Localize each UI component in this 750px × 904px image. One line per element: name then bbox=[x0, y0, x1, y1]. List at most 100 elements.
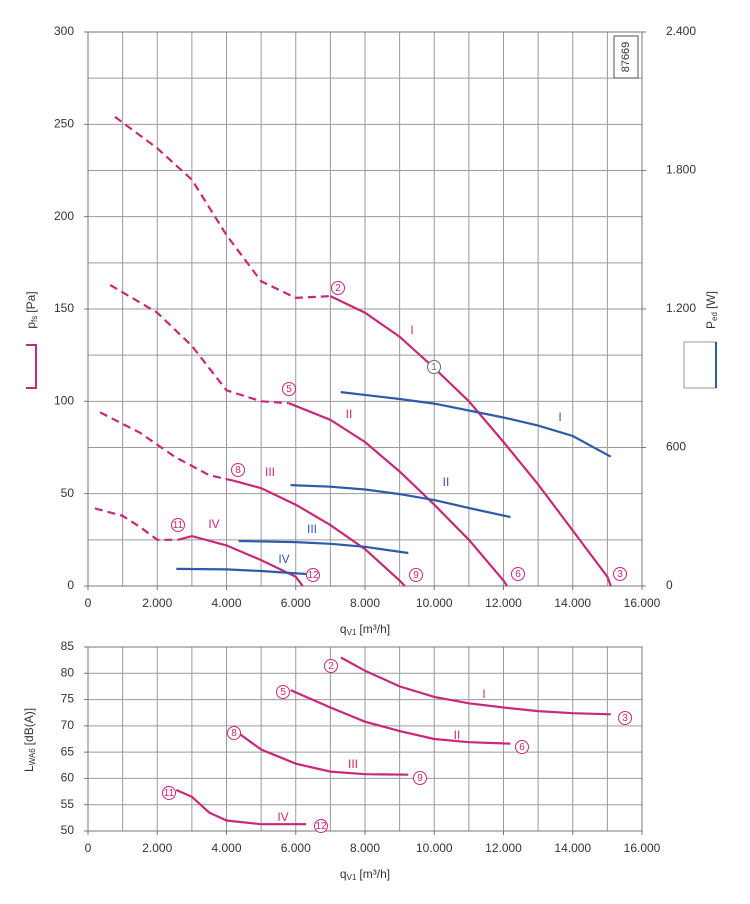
y-tick-label: 85 bbox=[61, 639, 75, 653]
axis-label: LWA6 [dB(A)] bbox=[22, 708, 37, 772]
point-marker-label: 12 bbox=[307, 570, 319, 581]
series-label: III bbox=[265, 465, 275, 479]
point-marker bbox=[427, 360, 441, 374]
axis-label-unit: [dB(A)] bbox=[22, 708, 36, 745]
point-marker bbox=[618, 711, 632, 725]
axis-label-subscript: fs bbox=[30, 316, 39, 322]
point-marker bbox=[276, 685, 290, 699]
series-line bbox=[237, 732, 409, 776]
series-label: III bbox=[307, 522, 317, 536]
point-marker bbox=[306, 568, 320, 582]
axis-label: pfs [Pa] bbox=[24, 291, 39, 328]
series-line bbox=[290, 484, 511, 519]
y2-tick-label: 600 bbox=[666, 440, 686, 454]
y-tick-label: 55 bbox=[61, 797, 75, 811]
code-box bbox=[613, 35, 639, 79]
axis-label-unit: [Pa] bbox=[24, 291, 38, 312]
series-line-dashed bbox=[99, 411, 234, 482]
axis-label-symbol: q bbox=[340, 622, 347, 636]
x-tick-label: 10.000 bbox=[416, 596, 453, 610]
series-line bbox=[290, 689, 511, 745]
series-label: I bbox=[558, 410, 561, 424]
point-marker bbox=[409, 568, 423, 582]
point-marker-label: 5 bbox=[286, 384, 292, 395]
code: 87669 bbox=[620, 42, 632, 73]
x-tick-label: 0 bbox=[85, 596, 92, 610]
point-marker bbox=[231, 463, 245, 477]
series-label: I bbox=[482, 687, 485, 701]
point-marker-label: 12 bbox=[315, 821, 327, 832]
axis-label: Ped [W] bbox=[704, 291, 719, 329]
axis-label-subscript: WA6 bbox=[28, 748, 37, 766]
x-tick-label: 16.000 bbox=[624, 596, 661, 610]
x-tick-label: 12.000 bbox=[485, 841, 522, 855]
y-tick-label: 0 bbox=[67, 578, 74, 592]
series-label: IV bbox=[277, 810, 288, 824]
y2-tick-label: 1.200 bbox=[666, 301, 696, 315]
axis-label-symbol: L bbox=[22, 765, 36, 772]
series-line bbox=[288, 402, 508, 587]
x-tick-label: 14.000 bbox=[554, 841, 591, 855]
point-marker-label: 5 bbox=[280, 687, 286, 698]
series-line-dashed bbox=[114, 116, 331, 300]
point-marker bbox=[314, 819, 328, 833]
point-marker-label: 8 bbox=[231, 728, 237, 739]
series-label: II bbox=[346, 407, 353, 421]
point-marker-label: 8 bbox=[235, 465, 241, 476]
y-tick-label: 50 bbox=[61, 486, 75, 500]
series-label: II bbox=[443, 475, 450, 489]
x-tick-label: 2.000 bbox=[142, 596, 172, 610]
point-marker-label: 11 bbox=[164, 788, 175, 799]
point-marker bbox=[331, 281, 345, 295]
point-marker bbox=[324, 659, 338, 673]
axis-label-unit: [m³/h] bbox=[359, 867, 390, 881]
axis-label-symbol: P bbox=[704, 321, 718, 329]
axis-label-unit: [W] bbox=[704, 291, 718, 309]
y-tick-label: 70 bbox=[61, 718, 75, 732]
axis-label-subscript: V1 bbox=[347, 873, 357, 882]
y-tick-label: 60 bbox=[61, 771, 75, 785]
x-tick-label: 6.000 bbox=[281, 596, 311, 610]
point-marker bbox=[613, 567, 627, 581]
x-tick-label: 4.000 bbox=[211, 841, 241, 855]
axis-label-symbol: p bbox=[24, 322, 38, 329]
series-line bbox=[175, 788, 307, 826]
series-line bbox=[340, 391, 612, 458]
x-tick-label: 10.000 bbox=[416, 841, 453, 855]
point-marker-label: 11 bbox=[173, 520, 184, 531]
pressure-legend-bracket bbox=[26, 344, 37, 389]
series-label: III bbox=[348, 757, 358, 771]
series-line bbox=[177, 534, 304, 587]
series-label: I bbox=[410, 323, 413, 337]
x-tick-label: 8.000 bbox=[350, 841, 380, 855]
x-tick-label: 4.000 bbox=[211, 596, 241, 610]
y2-tick-label: 0 bbox=[666, 578, 673, 592]
axis-label-unit: [m³/h] bbox=[359, 622, 390, 636]
axis-label: qV1 [m³/h] bbox=[340, 867, 390, 882]
power-legend-box bbox=[683, 341, 717, 389]
y-tick-label: 200 bbox=[54, 209, 74, 223]
point-marker-label: 1 bbox=[431, 362, 437, 373]
point-marker bbox=[162, 786, 176, 800]
y2-tick-label: 2.400 bbox=[666, 24, 696, 38]
x-tick-label: 0 bbox=[85, 841, 92, 855]
y-tick-label: 80 bbox=[61, 665, 75, 679]
x-tick-label: 16.000 bbox=[624, 841, 661, 855]
x-tick-label: 2.000 bbox=[142, 841, 172, 855]
y-tick-label: 100 bbox=[54, 394, 74, 408]
y-tick-label: 300 bbox=[54, 24, 74, 38]
point-marker bbox=[413, 771, 427, 785]
axis-label-subscript: V1 bbox=[347, 628, 357, 637]
series-label: IV bbox=[208, 517, 219, 531]
series-line bbox=[233, 479, 406, 587]
axis-label: qV1 [m³/h] bbox=[340, 622, 390, 637]
point-marker-label: 6 bbox=[515, 569, 521, 580]
series-line-dashed bbox=[94, 507, 178, 541]
y-tick-label: 150 bbox=[54, 301, 74, 315]
y2-tick-label: 1.800 bbox=[666, 163, 696, 177]
series-label: II bbox=[454, 728, 461, 742]
point-marker-label: 2 bbox=[335, 283, 341, 294]
point-marker bbox=[511, 567, 525, 581]
point-marker bbox=[515, 740, 529, 754]
series-line bbox=[238, 539, 409, 555]
